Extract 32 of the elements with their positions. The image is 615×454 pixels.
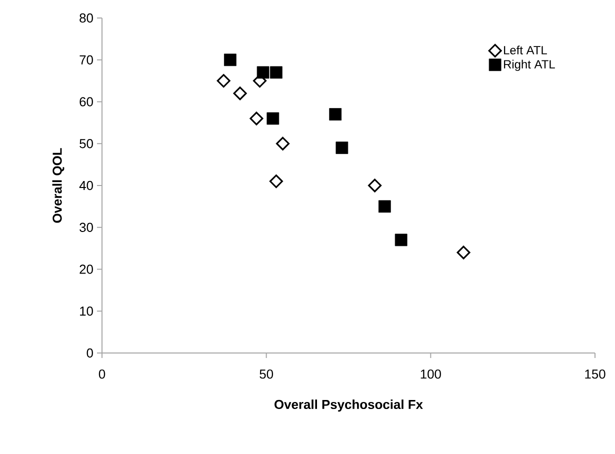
point bbox=[270, 66, 282, 79]
point bbox=[224, 54, 236, 66]
y-tick-label: 10 bbox=[80, 306, 93, 316]
x-tick-label: 150 bbox=[585, 370, 606, 379]
point bbox=[394, 234, 408, 246]
point bbox=[256, 66, 270, 79]
y-tick-label: 20 bbox=[80, 264, 93, 274]
point bbox=[456, 246, 470, 260]
x-tick-label: 100 bbox=[420, 370, 441, 379]
y-tick-label: 60 bbox=[80, 97, 93, 106]
point bbox=[266, 112, 280, 125]
legend-label: Left ATL bbox=[504, 46, 547, 54]
x-tick-label: 0 bbox=[98, 370, 106, 379]
y-axis-title: Overall QOL bbox=[52, 148, 64, 223]
legend-label: Right ATL bbox=[504, 60, 555, 71]
point bbox=[250, 112, 264, 126]
point bbox=[378, 200, 391, 213]
point bbox=[368, 178, 382, 192]
y-tick-label: 30 bbox=[80, 222, 93, 232]
y-tick-label: 40 bbox=[79, 180, 93, 190]
point bbox=[233, 86, 247, 100]
point bbox=[329, 108, 342, 120]
y-tick-label: 50 bbox=[80, 139, 93, 148]
point bbox=[269, 174, 283, 188]
y-tick-label: 70 bbox=[80, 55, 93, 64]
point bbox=[216, 74, 230, 88]
point bbox=[276, 136, 290, 150]
x-tick-label: 50 bbox=[260, 370, 274, 379]
y-tick-label: 0 bbox=[86, 348, 93, 358]
point bbox=[336, 142, 348, 154]
y-tick-label: 80 bbox=[80, 13, 93, 23]
x-axis-title: Overall Psychosocial Fx bbox=[274, 400, 423, 412]
